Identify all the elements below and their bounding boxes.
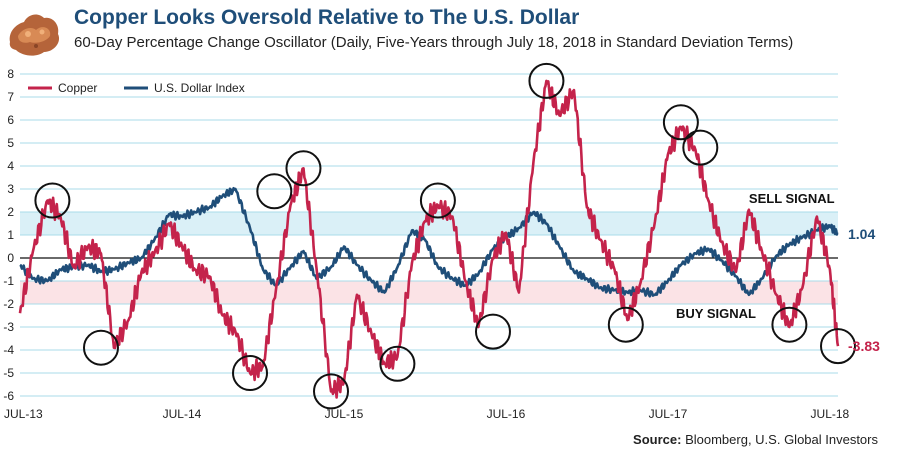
extreme-circle — [256, 173, 293, 210]
extreme-circle — [528, 62, 565, 99]
buy-signal-band — [20, 281, 838, 304]
gridlines — [20, 73, 838, 397]
y-tick-label: -4 — [3, 343, 14, 357]
legend-label-dollar: U.S. Dollar Index — [154, 81, 245, 95]
y-axis-tick-labels: 8 7 6 5 4 3 2 1 0 -1 -2 -3 -4 -5 -6 — [3, 67, 14, 403]
extreme-circle — [419, 182, 456, 219]
y-tick-label: 7 — [7, 90, 14, 104]
y-tick-label: -1 — [3, 274, 14, 288]
x-tick-label: JUL-18 — [811, 407, 850, 421]
chart-subtitle: 60-Day Percentage Change Oscillator (Dai… — [74, 34, 794, 51]
extreme-circle — [607, 306, 644, 343]
legend: Copper U.S. Dollar Index — [28, 81, 245, 95]
extreme-circle — [313, 373, 350, 410]
extreme-circle — [474, 313, 511, 350]
extreme-circle — [820, 328, 856, 365]
extreme-circle — [379, 345, 416, 382]
legend-label-copper: Copper — [58, 81, 97, 95]
y-tick-label: -2 — [3, 297, 14, 311]
extreme-circle — [682, 129, 719, 166]
y-tick-label: 3 — [7, 182, 14, 196]
y-tick-label: -3 — [3, 320, 14, 334]
y-tick-label: -6 — [3, 389, 14, 403]
series-lines — [18, 79, 840, 399]
annotations: SELL SIGNAL BUY SIGNAL — [676, 191, 835, 321]
y-tick-label: 5 — [7, 136, 14, 150]
chart-header: Copper Looks Oversold Relative to The U.… — [0, 0, 900, 66]
x-tick-label: JUL-14 — [163, 407, 202, 421]
y-tick-label: 4 — [7, 159, 14, 173]
y-tick-label: 2 — [7, 205, 14, 219]
copper-series-line — [18, 79, 840, 399]
x-tick-label: JUL-17 — [649, 407, 688, 421]
source-text: Bloomberg, U.S. Global Investors — [685, 432, 878, 447]
oscillator-chart: 8 7 6 5 4 3 2 1 0 -1 -2 -3 -4 -5 -6 JUL-13 JUL-14 JUL-15… — [3, 62, 880, 421]
y-tick-label: 6 — [7, 113, 14, 127]
dollar-end-value: 1.04 — [848, 226, 875, 242]
y-tick-label: 1 — [7, 228, 14, 242]
x-tick-label: JUL-15 — [325, 407, 364, 421]
extreme-circle — [82, 329, 119, 366]
extreme-circle — [34, 182, 71, 219]
extreme-circle — [771, 306, 808, 343]
chart-title: Copper Looks Oversold Relative to The U.… — [74, 6, 580, 29]
x-axis-tick-labels: JUL-13 JUL-14 JUL-15 JUL-16 JUL-17 JUL-18 — [4, 407, 850, 421]
y-tick-label: 0 — [7, 251, 14, 265]
y-tick-label: -5 — [3, 366, 14, 380]
sell-signal-label: SELL SIGNAL — [749, 191, 835, 206]
x-tick-label: JUL-13 — [4, 407, 43, 421]
source-note: Source: Bloomberg, U.S. Global Investors — [633, 432, 878, 447]
copper-end-value: -3.83 — [848, 338, 880, 354]
extreme-circle — [285, 150, 322, 187]
extreme-circle — [232, 355, 269, 391]
buy-signal-label: BUY SIGNAL — [676, 306, 756, 321]
dollar-series-line — [19, 186, 839, 298]
y-tick-label: 8 — [7, 67, 14, 81]
source-label: Source: — [633, 432, 682, 447]
extreme-circles — [34, 62, 856, 410]
copper-nugget-icon — [9, 14, 60, 56]
end-value-labels: 1.04 -3.83 — [848, 226, 880, 354]
extreme-circle — [662, 104, 699, 141]
x-tick-label: JUL-16 — [487, 407, 526, 421]
